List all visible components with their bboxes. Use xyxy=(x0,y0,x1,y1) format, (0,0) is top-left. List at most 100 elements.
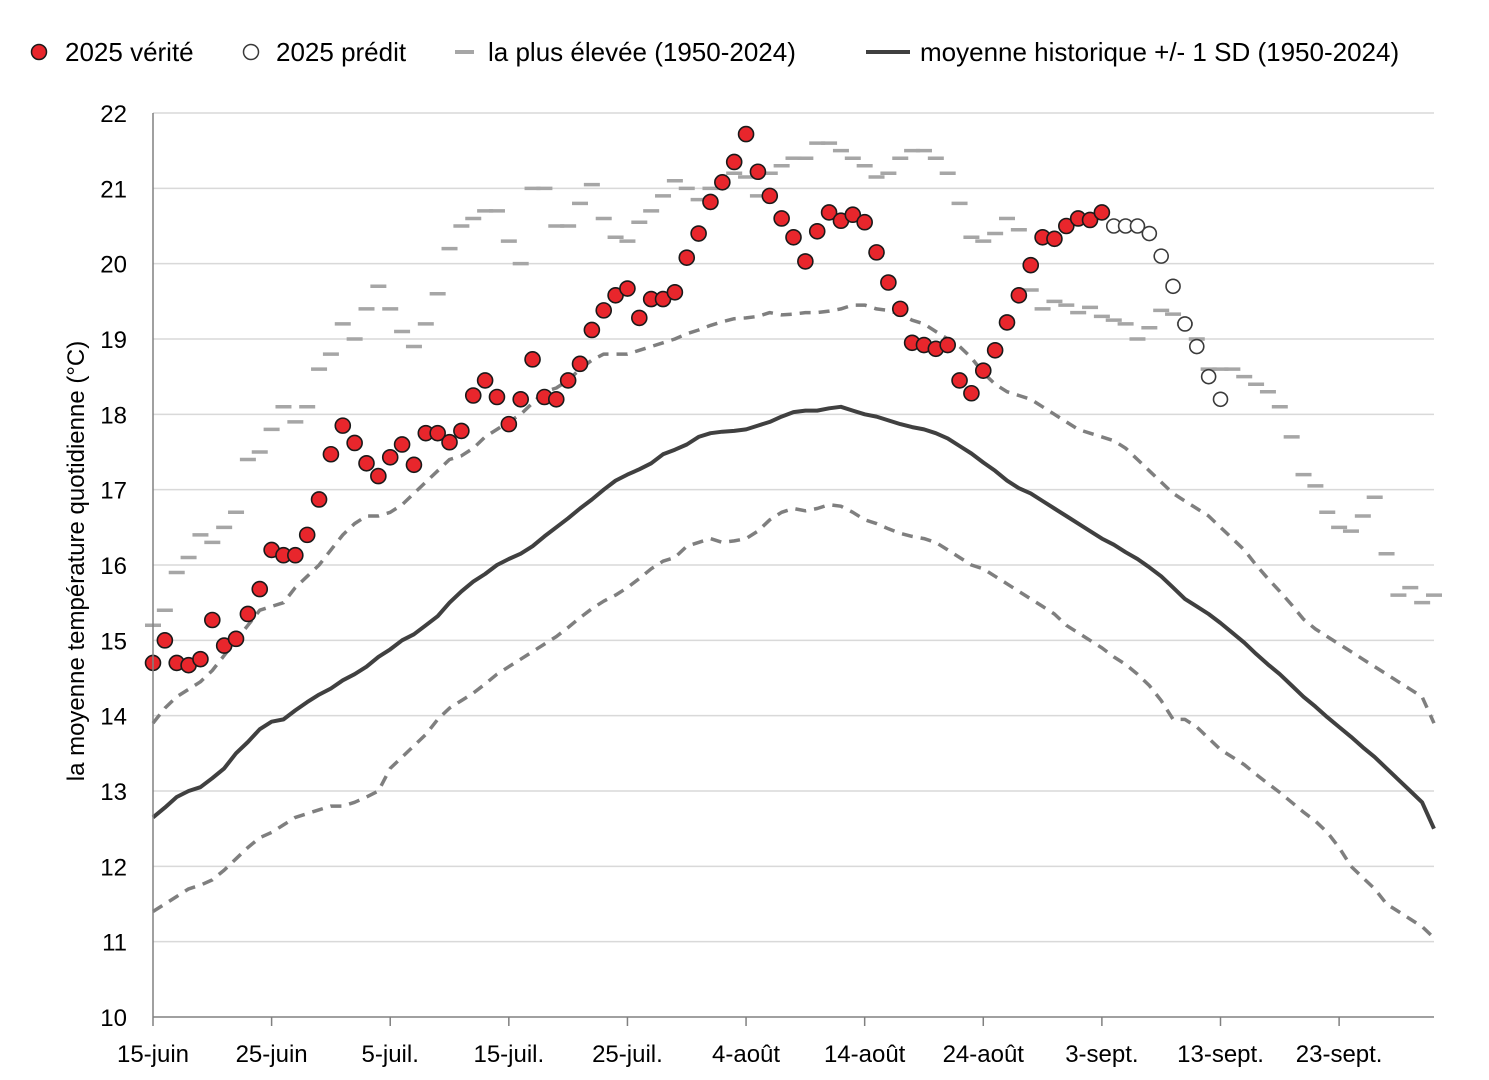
actual-point xyxy=(239,605,257,623)
actual-point xyxy=(547,390,565,408)
y-tick-label-21: 21 xyxy=(100,176,127,203)
actual-point xyxy=(868,244,885,261)
actual-point xyxy=(595,302,613,319)
actual-point xyxy=(666,283,684,301)
actual-point xyxy=(453,422,470,440)
actual-point xyxy=(797,253,814,270)
actual-point xyxy=(429,424,446,442)
legend-label-actual: 2025 vérité xyxy=(65,37,194,67)
series-highest xyxy=(145,141,1442,628)
y-axis-ticks: 10 11 12 13 14 15 16 17 18 19 20 21 22 xyxy=(100,101,127,1032)
legend: 2025 vérité 2025 prédit la plus élevée (… xyxy=(30,37,1399,67)
legend-label-highest: la plus élevée (1950-2024) xyxy=(488,37,796,67)
actual-point xyxy=(808,222,826,240)
actual-point xyxy=(1010,287,1028,304)
y-tick-label-16: 16 xyxy=(100,553,127,580)
predicted-point xyxy=(1153,248,1169,264)
y-tick-label-10: 10 xyxy=(100,1005,127,1032)
axes xyxy=(152,113,1434,1018)
actual-point xyxy=(678,249,696,266)
actual-point xyxy=(583,321,601,339)
actual-point xyxy=(464,387,482,404)
actual-point xyxy=(381,448,399,466)
actual-point xyxy=(571,355,589,373)
actual-point xyxy=(441,433,458,451)
x-tick-label-4: 25-juil. xyxy=(592,1041,663,1068)
actual-point xyxy=(251,580,269,598)
actual-point xyxy=(714,174,731,191)
series-line-sd-upper xyxy=(151,303,1436,725)
gridlines xyxy=(153,112,1434,943)
actual-point xyxy=(820,204,838,221)
actual-point xyxy=(476,372,494,389)
predicted-point xyxy=(1141,225,1158,242)
x-axis-ticks: 15-juin 25-juin 5-juil. 15-juil. 25-juil. 4-a… xyxy=(117,1017,1382,1068)
x-tick-label-7: 24-août xyxy=(943,1041,1025,1068)
predicted-point xyxy=(1165,278,1181,295)
x-tick-label-3: 15-juil. xyxy=(473,1041,544,1068)
actual-point xyxy=(298,526,316,544)
actual-point xyxy=(393,436,411,453)
legend-label-mean: moyenne historique +/- 1 SD (1950-2024) xyxy=(920,37,1399,67)
actual-point xyxy=(156,632,174,649)
y-tick-label-12: 12 xyxy=(100,854,127,881)
actual-point xyxy=(702,193,719,211)
x-tick-label-10: 23-sept. xyxy=(1296,1041,1383,1068)
actual-point xyxy=(963,384,980,402)
actual-point xyxy=(737,125,755,143)
actual-point xyxy=(227,630,245,648)
legend-marker-actual xyxy=(30,43,48,61)
x-tick-label-6: 14-août xyxy=(824,1041,906,1068)
actual-point xyxy=(631,309,648,327)
predicted-point xyxy=(1188,338,1205,355)
series-actual xyxy=(144,125,1111,674)
actual-point xyxy=(559,372,577,389)
actual-point xyxy=(690,225,707,242)
actual-point xyxy=(310,491,328,508)
actual-point xyxy=(204,611,221,629)
actual-point xyxy=(334,417,352,434)
actual-point xyxy=(749,163,767,181)
actual-point xyxy=(488,388,506,406)
actual-point xyxy=(1058,217,1075,235)
y-tick-label-11: 11 xyxy=(102,930,127,957)
x-tick-label-0: 15-juin xyxy=(117,1041,189,1068)
series-line-mean xyxy=(151,404,1436,830)
actual-point xyxy=(986,341,1004,359)
actual-point xyxy=(370,467,387,485)
actual-point xyxy=(619,280,636,297)
actual-point xyxy=(524,351,541,368)
actual-point xyxy=(1093,204,1111,221)
actual-point xyxy=(1022,256,1040,274)
actual-point xyxy=(974,362,992,379)
actual-point xyxy=(785,229,802,246)
actual-point xyxy=(951,372,968,389)
actual-point xyxy=(192,650,209,668)
actual-point xyxy=(856,213,873,231)
actual-point xyxy=(287,546,304,564)
actual-point xyxy=(405,456,423,474)
x-tick-label-8: 3-sept. xyxy=(1065,1041,1138,1068)
y-tick-label-22: 22 xyxy=(100,101,127,128)
actual-point xyxy=(844,206,862,223)
actual-point xyxy=(880,274,897,291)
predicted-point xyxy=(1129,218,1146,234)
series-predicted xyxy=(1105,218,1229,408)
legend-label-predicted: 2025 prédit xyxy=(276,37,407,67)
actual-point xyxy=(358,454,375,472)
actual-point xyxy=(500,415,518,433)
actual-point xyxy=(322,445,340,463)
x-tick-label-1: 25-juin xyxy=(236,1041,308,1068)
actual-point xyxy=(761,187,779,205)
y-tick-label-19: 19 xyxy=(100,327,127,354)
actual-point xyxy=(773,210,790,227)
actual-point xyxy=(512,390,529,408)
y-tick-label-14: 14 xyxy=(100,704,127,731)
series-line-sd-lower xyxy=(152,502,1436,940)
actual-point xyxy=(998,314,1016,331)
y-tick-label-17: 17 xyxy=(100,478,127,505)
actual-point xyxy=(1081,211,1099,229)
actual-point xyxy=(1046,230,1063,248)
y-tick-label-20: 20 xyxy=(100,252,127,279)
y-tick-label-13: 13 xyxy=(100,779,127,806)
